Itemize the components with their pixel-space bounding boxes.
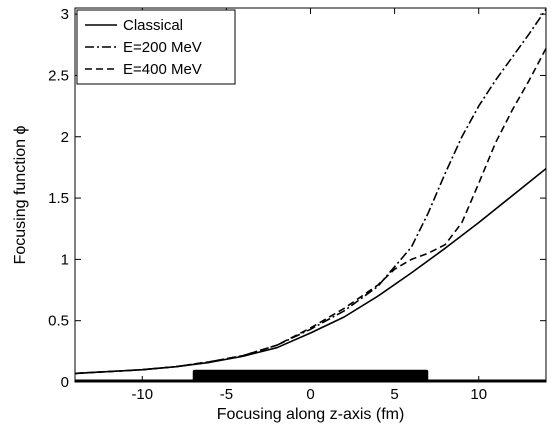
x-tick-label: 5 [390,386,398,403]
y-tick-label: 0 [61,374,69,391]
y-tick-label: 2.5 [48,67,69,84]
y-tick-label: 0.5 [48,313,69,330]
y-tick-label: 1 [61,251,69,268]
y-axis-label: Focusing function ϕ [12,126,29,265]
nucleus-bar [192,369,429,382]
legend: Classical E=200 MeV E=400 MeV [76,9,236,85]
y-tick-label: 1.5 [48,190,69,207]
x-tick-label: 10 [470,386,487,403]
tick-layer: -10 -5 0 5 10 0 0.5 1 1.5 2 2.5 3 [48,6,546,403]
legend-label-0: Classical [123,17,183,34]
y-tick-label: 3 [61,6,69,23]
series-line-0 [74,167,547,375]
legend-label-1: E=200 MeV [123,39,202,56]
x-tick-label: 0 [306,386,314,403]
x-tick-label: -10 [131,386,153,403]
y-tick-label: 2 [61,129,69,146]
series-layer [74,8,547,375]
series-line-2 [74,48,547,375]
x-tick-label: -5 [220,386,233,403]
x-axis-label: Focusing along z-axis (fm) [217,406,405,423]
legend-label-2: E=400 MeV [123,61,202,78]
